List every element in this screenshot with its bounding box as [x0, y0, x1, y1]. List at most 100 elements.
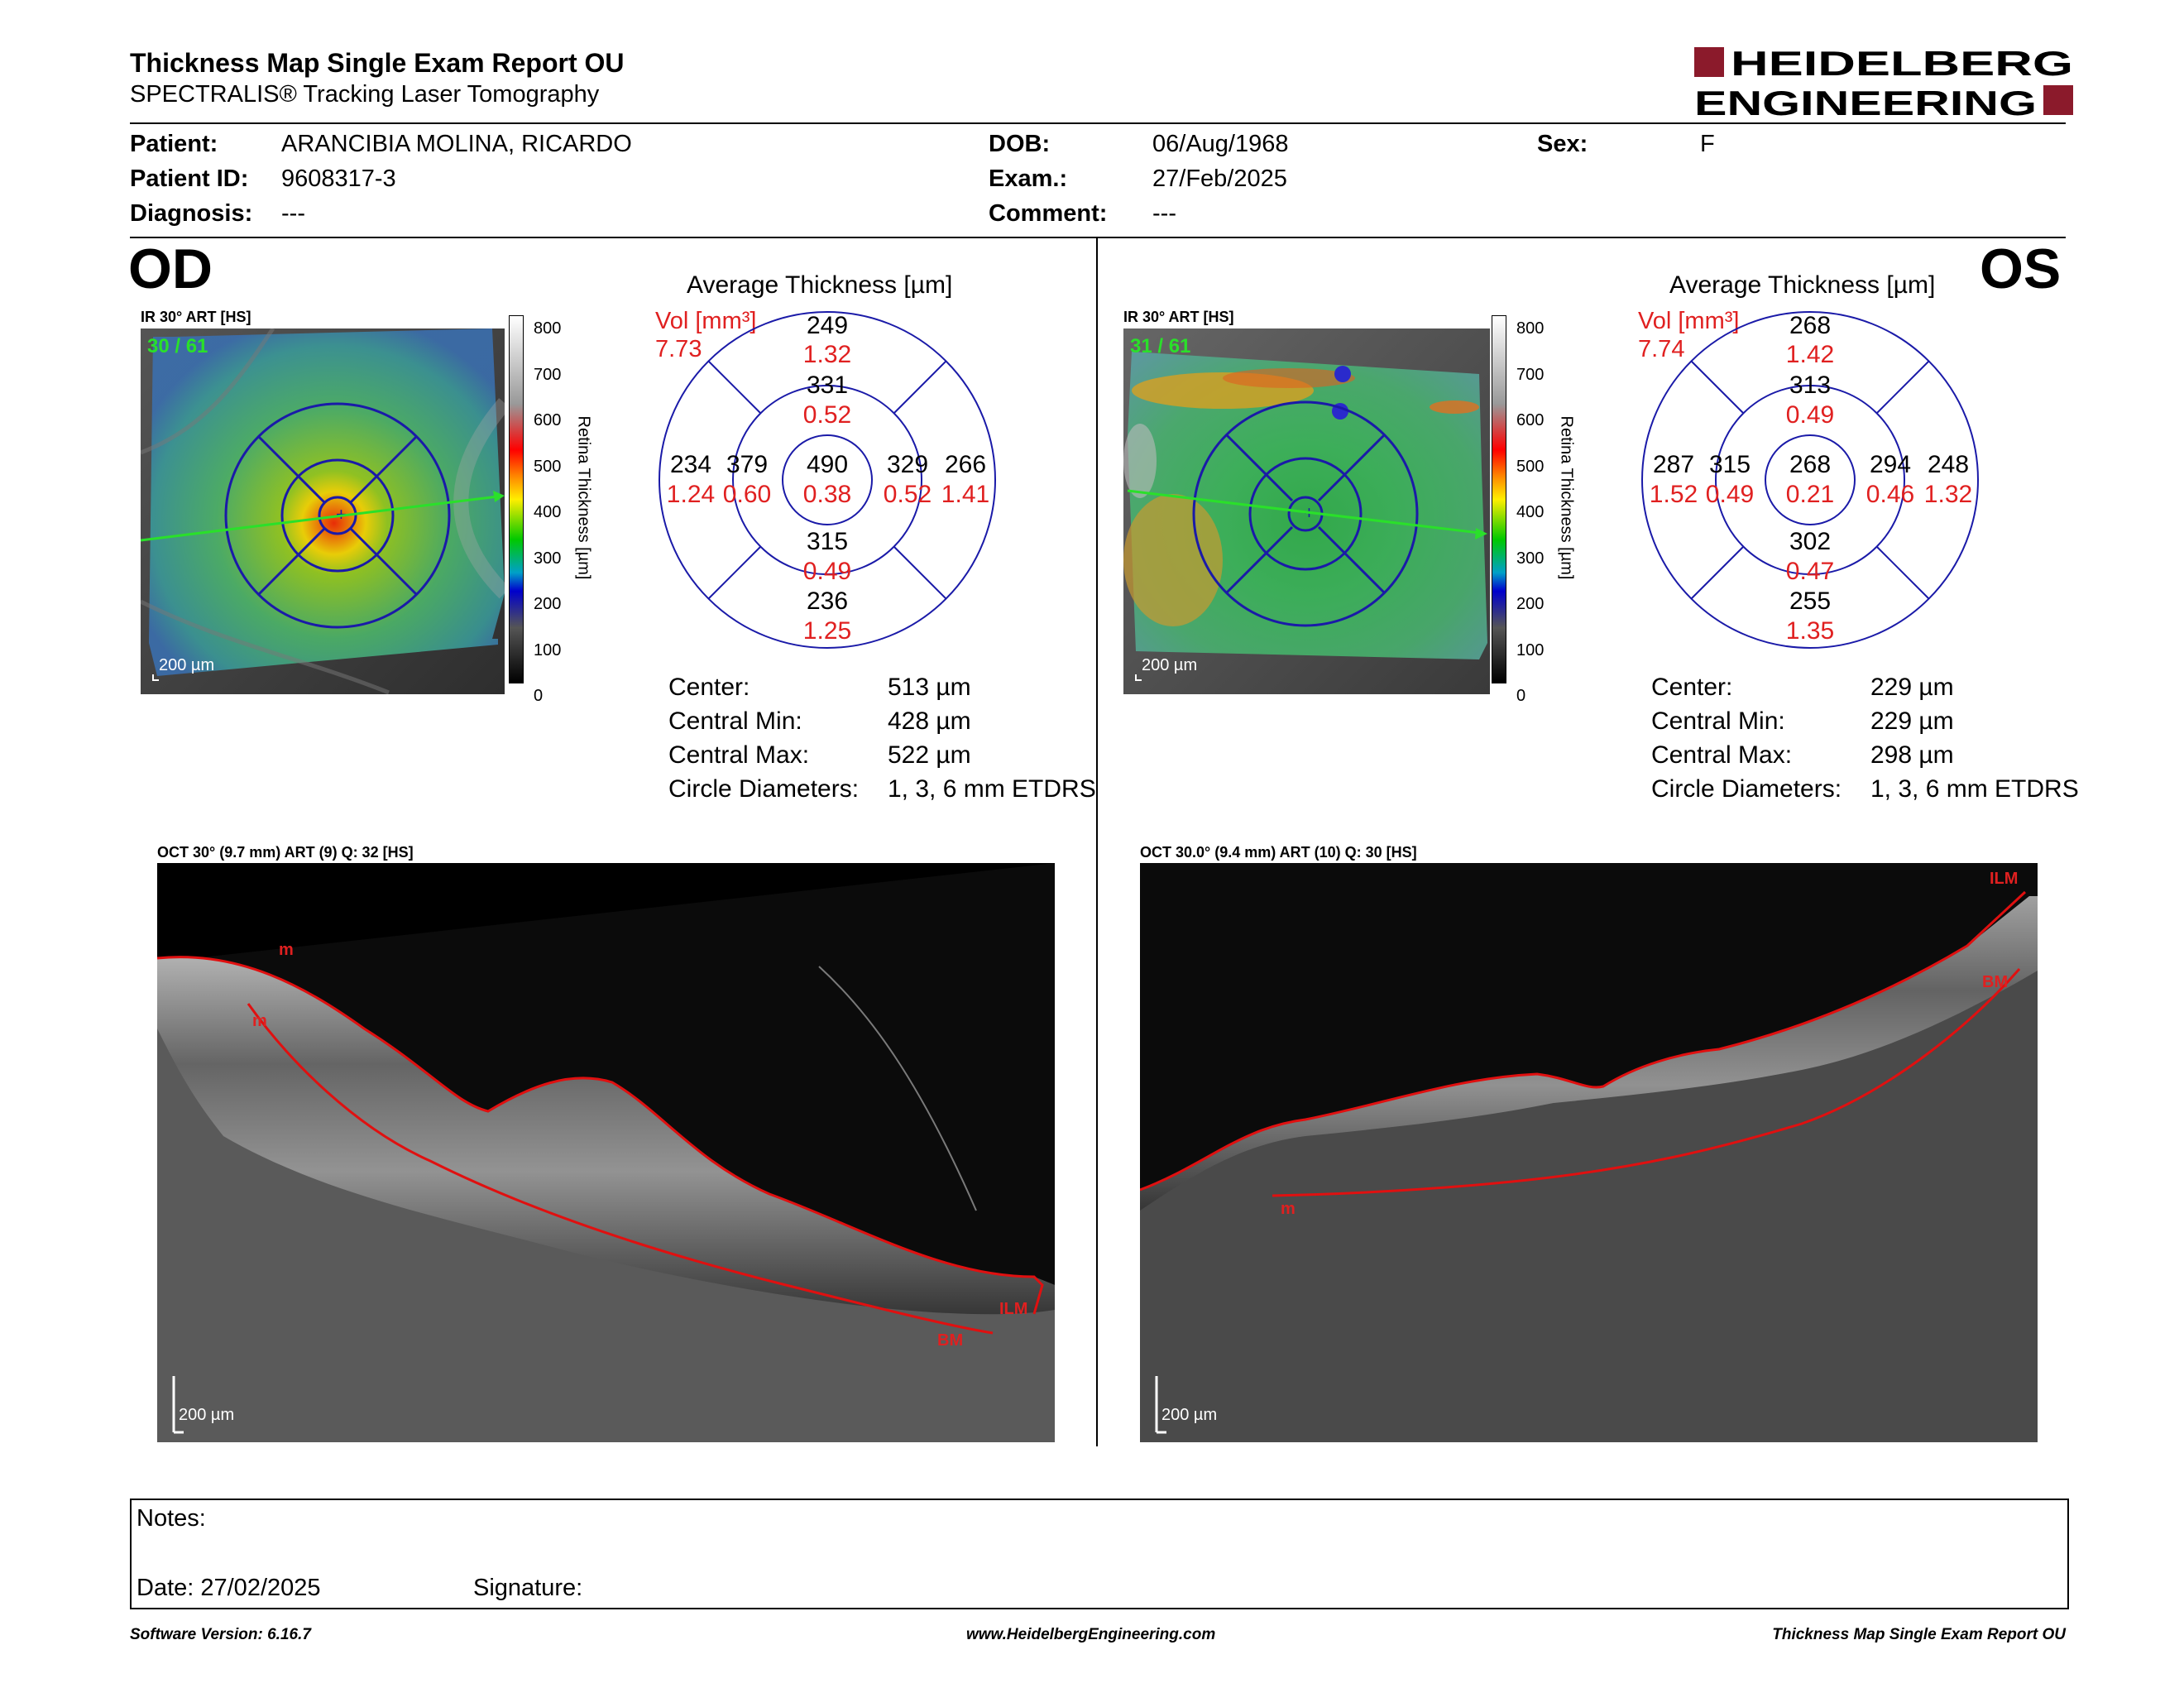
dob-value: 06/Aug/1968	[1152, 131, 1289, 157]
os-colorbar-ticks: 800 700 600 500 400 300 200 100 0	[1516, 319, 1545, 705]
svg-text:+: +	[336, 504, 347, 525]
od-eye-label: OD	[128, 237, 213, 300]
od-etdrs-overlay	[224, 402, 451, 629]
od-inner-sup-t: 331	[807, 372, 849, 399]
os-outer-nas-t: 287	[1652, 451, 1695, 478]
os-ir-label: IR 30° ART [HS]	[1123, 309, 1234, 325]
signature-label: Signature:	[473, 1575, 583, 1601]
sex-label: Sex:	[1537, 131, 1588, 157]
od-oct-scale: 200 µm	[179, 1406, 235, 1424]
od-avg-title: Average Thickness [µm]	[687, 271, 953, 299]
os-center-t: 268	[1789, 451, 1832, 478]
os-oct-scale: 200 µm	[1161, 1406, 1218, 1424]
os-vol-value: 7.74	[1638, 336, 1685, 362]
os-outer-inf-t: 255	[1789, 587, 1832, 615]
report-title: Thickness Map Single Exam Report OU	[130, 48, 625, 78]
os-stats-labels: Center: Central Min: Central Max: Circle Di…	[1651, 674, 1842, 803]
os-outer-inf-v: 1.35	[1785, 617, 1835, 645]
od-colorbar-title: Retina Thickness [µm]	[574, 415, 593, 580]
od-inner-sup-v: 0.52	[802, 401, 852, 429]
od-oct-scan: m m ILM BM 200 µm	[157, 863, 1055, 1442]
notes-date: Date: 27/02/2025	[136, 1575, 321, 1601]
os-fundus-image: + 31 / 61 200 µm	[1123, 328, 1490, 694]
os-outer-tmp-v: 1.32	[1923, 481, 1973, 508]
od-colorbar-ticks: 800 700 600 500 400 300 200 100 0	[534, 319, 562, 705]
patient-id: 9608317-3	[281, 165, 396, 192]
od-fundus-image: + 30 / 61 200 µm	[141, 328, 505, 694]
footer-report-name: Thickness Map Single Exam Report OU	[1772, 1626, 2066, 1643]
report-subtitle: SPECTRALIS® Tracking Laser Tomography	[130, 81, 600, 108]
od-outer-tmp-t: 266	[944, 451, 987, 478]
comment-label: Comment:	[989, 200, 1108, 227]
od-center-v: 0.38	[802, 481, 852, 508]
sex-value: F	[1700, 131, 1715, 157]
od-inner-inf-t: 315	[807, 528, 849, 555]
os-scale-label: 200 µm	[1142, 656, 1198, 674]
os-oct-mark-m1: m	[1281, 1200, 1296, 1218]
footer-software-version: Software Version: 6.16.7	[130, 1626, 311, 1643]
patient-id-label: Patient ID:	[130, 165, 249, 192]
od-inner-nas-t: 379	[726, 451, 769, 478]
exam-value: 27/Feb/2025	[1152, 165, 1287, 192]
comment-value: ---	[1152, 200, 1176, 227]
os-oct-scan: ILM BM m 200 µm	[1140, 863, 2038, 1442]
os-avg-title: Average Thickness [µm]	[1669, 271, 1936, 299]
od-stats-labels: Center: Central Min: Central Max: Circle Di…	[668, 674, 860, 803]
os-center-v: 0.21	[1785, 481, 1835, 508]
od-center-t: 490	[807, 451, 849, 478]
os-inner-sup-t: 313	[1789, 372, 1832, 399]
svg-text:HEIDELBERG: HEIDELBERG	[1731, 46, 2073, 83]
os-etdrs-grid	[1641, 311, 1979, 649]
os-inner-nas-t: 315	[1708, 451, 1751, 478]
od-inner-tmp-v: 0.52	[883, 481, 932, 508]
patient-name: ARANCIBIA MOLINA, RICARDO	[281, 131, 632, 157]
od-vol-value: 7.73	[655, 336, 702, 362]
os-inner-tmp-v: 0.46	[1866, 481, 1915, 508]
footer-website[interactable]: www.HeidelbergEngineering.com	[966, 1626, 1216, 1643]
od-inner-tmp-t: 329	[886, 451, 929, 478]
od-outer-nas-t: 234	[669, 451, 712, 478]
os-inner-inf-v: 0.47	[1785, 558, 1835, 585]
od-vol-label: Vol [mm³]	[655, 308, 757, 334]
od-oct-mark-ilm: ILM	[999, 1300, 1028, 1318]
notes-box[interactable]: Notes: Date: 27/02/2025 Signature:	[130, 1499, 2069, 1609]
diagnosis-label: Diagnosis:	[130, 200, 253, 227]
od-ir-label: IR 30° ART [HS]	[141, 309, 251, 325]
os-colorbar-title: Retina Thickness [µm]	[1557, 415, 1576, 580]
dob-label: DOB:	[989, 131, 1051, 157]
od-outer-nas-v: 1.24	[666, 481, 716, 508]
svg-text:ENGINEERING: ENGINEERING	[1694, 84, 2037, 118]
od-outer-tmp-v: 1.41	[941, 481, 990, 508]
os-oct-mark-ilm: ILM	[1990, 870, 2019, 888]
heidelberg-logo: HEIDELBERG ENGINEERING	[1694, 46, 2073, 118]
od-oct-mark-m2: m	[252, 1012, 267, 1030]
od-outer-sup-v: 1.32	[802, 341, 852, 368]
od-oct-label: OCT 30° (9.7 mm) ART (9) Q: 32 [HS]	[157, 844, 414, 861]
os-eye-label: OS	[1980, 237, 2062, 300]
os-oct-mark-bm: BM	[1982, 973, 2009, 991]
os-frame-count: 31 / 61	[1130, 335, 1191, 357]
os-etdrs-overlay	[1192, 400, 1419, 627]
os-colorbar	[1492, 315, 1506, 683]
od-oct-mark-m1: m	[279, 941, 294, 959]
os-inner-tmp-t: 294	[1869, 451, 1912, 478]
os-outer-sup-t: 268	[1789, 312, 1832, 339]
os-outer-nas-v: 1.52	[1649, 481, 1698, 508]
os-oct-label: OCT 30.0° (9.4 mm) ART (10) Q: 30 [HS]	[1140, 844, 1417, 861]
od-inner-nas-v: 0.60	[722, 481, 772, 508]
od-stats-values: 513 µm 428 µm 522 µm 1, 3, 6 mm ETDRS	[888, 674, 1096, 803]
os-inner-sup-v: 0.49	[1785, 401, 1835, 429]
exam-label: Exam.:	[989, 165, 1068, 192]
od-colorbar	[509, 315, 524, 683]
od-outer-inf-t: 236	[807, 587, 849, 615]
os-outer-sup-v: 1.42	[1785, 341, 1835, 368]
os-inner-inf-t: 302	[1789, 528, 1832, 555]
diagnosis-value: ---	[281, 200, 305, 227]
od-scale-label: 200 µm	[159, 656, 215, 674]
os-vol-label: Vol [mm³]	[1638, 308, 1740, 334]
notes-label: Notes:	[136, 1505, 206, 1532]
od-inner-inf-v: 0.49	[802, 558, 852, 585]
os-outer-tmp-t: 248	[1927, 451, 1970, 478]
od-etdrs-grid	[659, 311, 996, 649]
od-outer-inf-v: 1.25	[802, 617, 852, 645]
